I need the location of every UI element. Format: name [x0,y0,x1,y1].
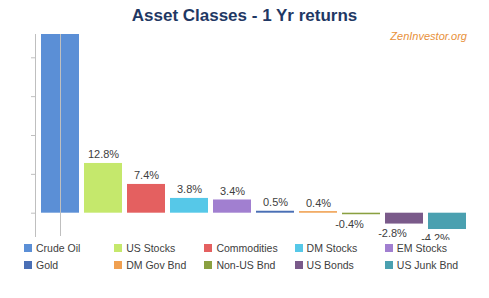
html-text:ZenInvestor.org: ZenInvestor.org [390,30,467,42]
html-text:Gold: Gold [36,259,59,271]
svg-text:0.4%: 0.4% [306,197,331,209]
html-text:US Bonds: US Bonds [306,259,354,271]
svg-text:0.5%: 0.5% [263,196,288,208]
html-text:Non-US Bnd: Non-US Bnd [216,259,276,271]
html-text:Crude Oil: Crude Oil [36,242,81,254]
html-text:US Stocks: US Stocks [126,242,176,254]
html-text:DM Stocks: DM Stocks [306,242,358,254]
html-text:EM Stocks: EM Stocks [396,242,447,254]
svg-text:-4.2%: -4.2% [421,232,450,240]
svg-text:-2.8%: -2.8% [378,227,407,239]
svg-text:-0.4%: -0.4% [335,218,364,230]
html-text:Asset Classes - 1 Yr returns: Asset Classes - 1 Yr returns [131,6,358,25]
svg-text:7.4%: 7.4% [134,169,159,181]
svg-text:3.4%: 3.4% [220,185,245,197]
html-text:US Junk Bnd: US Junk Bnd [396,259,459,271]
html-text:DM Gov Bnd: DM Gov Bnd [126,259,187,271]
svg-text:12.8%: 12.8% [88,148,119,160]
html-text:Commodities: Commodities [216,242,278,254]
svg-text:3.8%: 3.8% [177,183,202,195]
